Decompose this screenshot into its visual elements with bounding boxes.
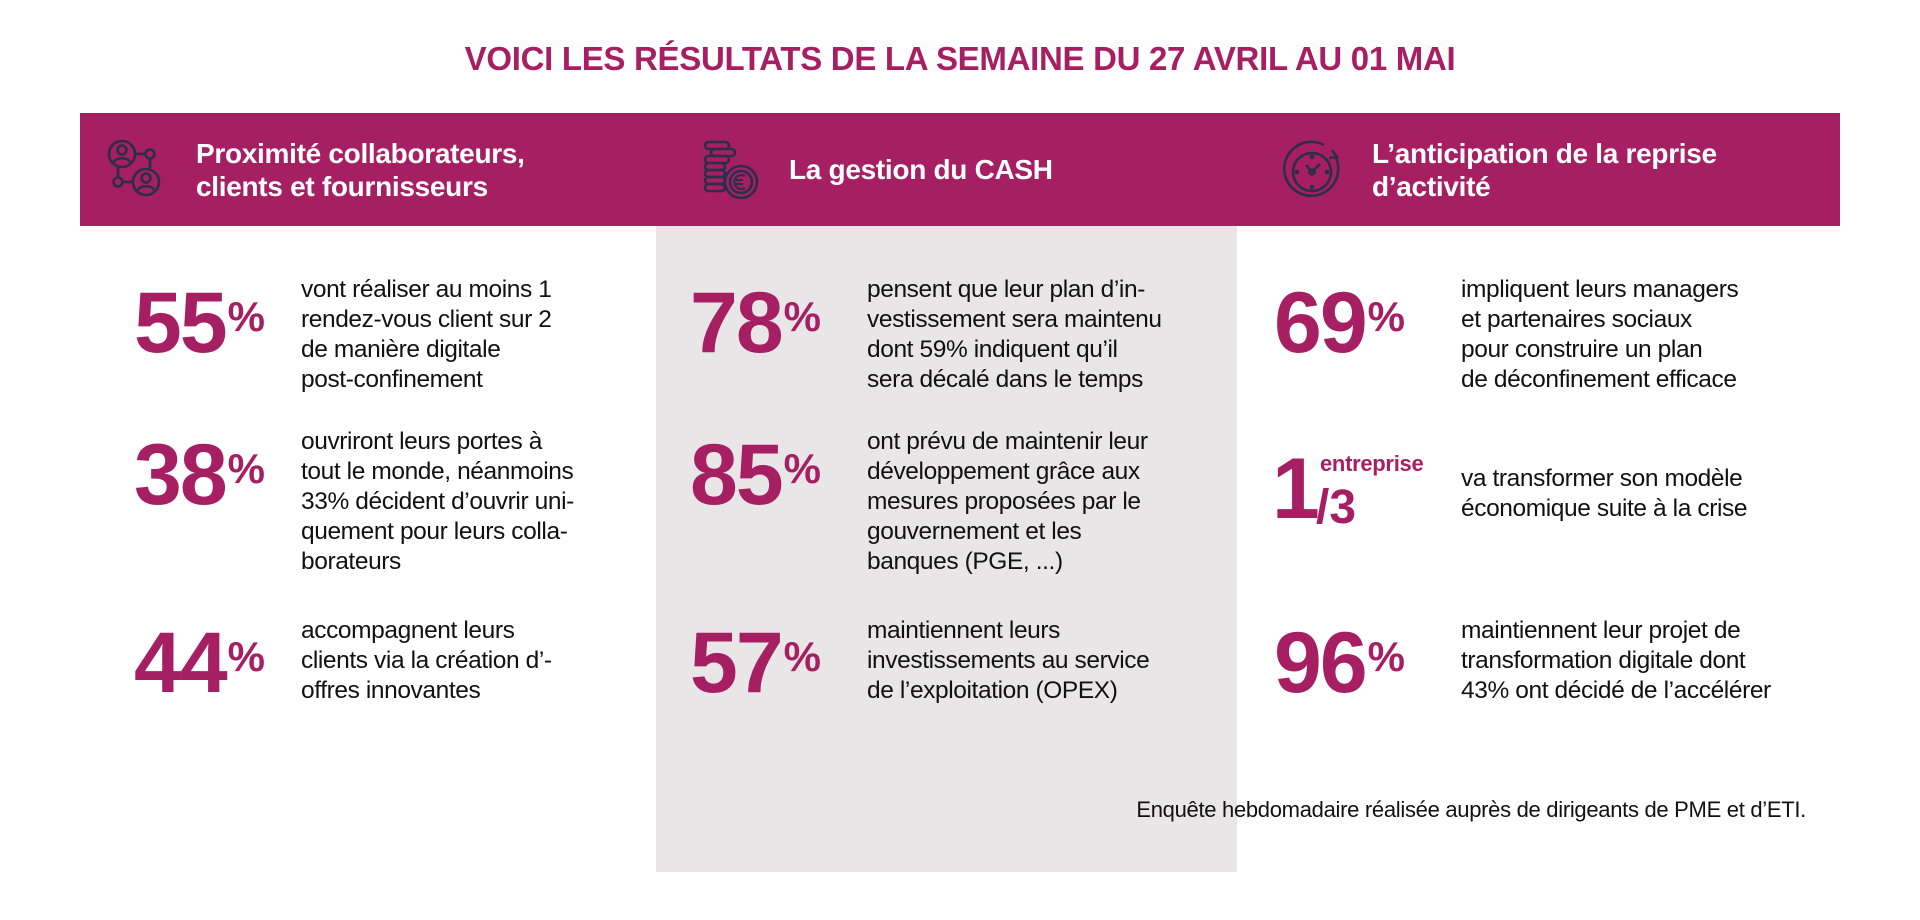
cash-column-background — [656, 226, 1237, 872]
fraction-numerator: 1 — [1272, 441, 1320, 537]
stat-value: 55% — [134, 275, 266, 371]
stat-description: impliquent leurs managers et partenaires … — [1461, 276, 1739, 393]
stat-value: 96% — [1274, 615, 1406, 711]
stat-value: 85% — [690, 427, 822, 523]
stat-value: 69% — [1274, 275, 1406, 371]
stat-description: accompagnent leurs clients via la créatio… — [301, 617, 552, 704]
stat-value: 57% — [690, 615, 822, 711]
column-heading-line: Proximité collaborateurs, — [196, 137, 525, 169]
stat-value: 44% — [134, 615, 266, 711]
stat-description: ont prévu de maintenir leur développement… — [867, 428, 1148, 575]
header-band — [80, 113, 1840, 226]
stat-description: vont réaliser au moins 1 rendez-vous clie… — [301, 276, 552, 393]
fraction-denominator: /3 — [1316, 481, 1357, 534]
column-header-cash: La gestion du CASH — [697, 113, 1053, 226]
stat-description: maintiennent leurs investissements au ser… — [867, 617, 1150, 704]
stat-description: pensent que leur plan d’in-vestissement … — [867, 276, 1162, 393]
column-header-anticipation: L’anticipation de la reprise d’activité — [1280, 113, 1717, 226]
people-network-icon — [107, 139, 161, 196]
clock-refresh-icon — [1282, 140, 1340, 197]
stat-description: va transformer son modèle économique suit… — [1461, 465, 1748, 522]
stat-description: ouvriront leurs portes à tout le monde, n… — [301, 428, 574, 575]
stat-description: maintiennent leur projet de transformatio… — [1461, 617, 1771, 704]
stat-value: 38% — [134, 427, 266, 523]
column-heading-line: L’anticipation de la reprise — [1372, 137, 1717, 169]
euro-coins-icon — [703, 140, 759, 199]
column-heading-line: clients et fournisseurs — [196, 170, 488, 202]
footnote: Enquête hebdomadaire réalisée auprès de … — [1136, 797, 1806, 822]
stat-value: 78% — [690, 275, 822, 371]
column-header-proximite: Proximité collaborateurs, clients et fou… — [104, 113, 525, 226]
column-heading-line: d’activité — [1372, 170, 1491, 202]
fraction-label: entreprise — [1320, 451, 1424, 476]
page-title: VOICI LES RÉSULTATS DE LA SEMAINE DU 27 … — [464, 40, 1456, 77]
column-heading-line: La gestion du CASH — [789, 154, 1053, 185]
